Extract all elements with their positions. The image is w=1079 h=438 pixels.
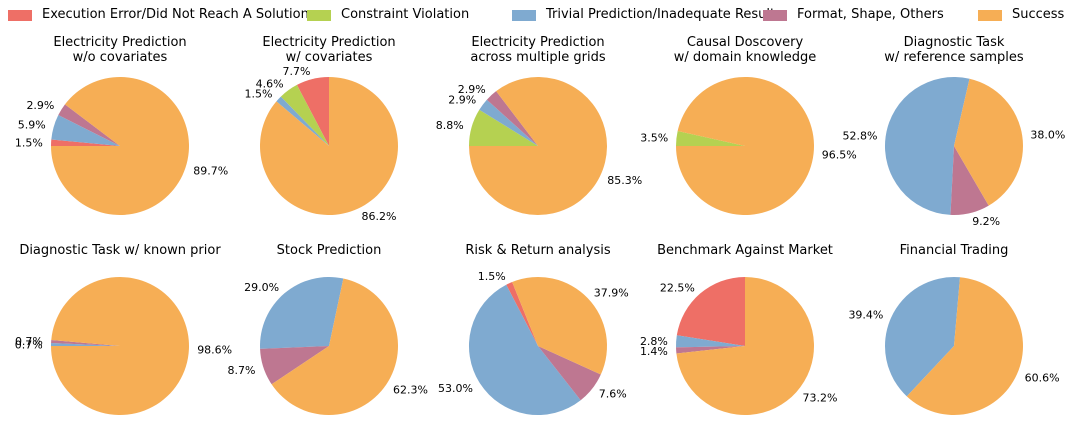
- legend-label: Execution Error/Did Not Reach A Solution: [42, 7, 309, 22]
- legend-swatch: [512, 9, 536, 21]
- pie-slice-label: 73.2%: [803, 392, 838, 405]
- chart-title: Financial Trading: [899, 243, 1009, 258]
- chart-title: w/ domain knowledge: [673, 50, 817, 65]
- pie-slice: [51, 342, 120, 346]
- pie-slice: [884, 276, 961, 397]
- pie-slice-label: 60.6%: [1025, 372, 1060, 385]
- chart-title: w/ covariates: [285, 50, 373, 65]
- pie-slice: [676, 277, 815, 416]
- pie-slice: [260, 346, 329, 385]
- legend-item: Success: [978, 4, 1064, 26]
- pie-slice-label: 89.7%: [193, 165, 228, 178]
- legend-item: Execution Error/Did Not Reach A Solution: [8, 4, 309, 26]
- pie-slice-label: 98.6%: [197, 343, 232, 356]
- legend-item: Trivial Prediction/Inadequate Result: [512, 4, 775, 26]
- chart-title: Causal Doscovery: [686, 35, 804, 50]
- pie-slice-label: 7.7%: [283, 65, 311, 78]
- pie-slice-label: 0.7%: [15, 338, 43, 351]
- pie-slice-label: 22.5%: [660, 281, 695, 294]
- legend-item: Format, Shape, Others: [763, 4, 944, 26]
- legend-label: Constraint Violation: [341, 7, 470, 22]
- pie-slice-label: 85.3%: [607, 174, 642, 187]
- pie-slice: [676, 76, 815, 215]
- pie-slice-label: 52.8%: [843, 129, 878, 142]
- pie-slice-label: 1.5%: [245, 87, 273, 100]
- pie-slice: [50, 277, 189, 416]
- pie-slice: [676, 130, 745, 146]
- pie-slice: [280, 84, 329, 146]
- pie-slice: [51, 115, 121, 146]
- pie-slice-label: 1.5%: [478, 270, 506, 283]
- pie-slice: [676, 277, 745, 346]
- chart-title: Stock Prediction: [276, 243, 382, 258]
- pie-slice-label: 37.9%: [594, 287, 629, 300]
- chart-title: Electricity Prediction: [262, 35, 396, 50]
- pie-slice: [469, 77, 607, 216]
- pie-slice-label: 5.9%: [18, 119, 46, 132]
- pie-slice-label: 8.8%: [436, 119, 464, 132]
- pie-slice: [906, 277, 1023, 415]
- pie-slice: [468, 284, 581, 416]
- chart-title: Electricity Prediction: [471, 35, 605, 50]
- chart-title: Benchmark Against Market: [657, 243, 833, 258]
- pie-slice: [675, 335, 745, 348]
- pie-slice-label: 2.9%: [448, 94, 476, 107]
- pie-slice: [276, 96, 329, 146]
- pie-slice: [676, 346, 745, 354]
- legend-swatch: [978, 9, 1002, 21]
- pie-slice-label: 2.8%: [640, 335, 668, 348]
- pie-slice-label: 7.6%: [599, 388, 627, 401]
- pie-slice: [884, 76, 970, 215]
- pie-slice: [486, 91, 538, 146]
- pie-slice-label: 96.5%: [822, 149, 857, 162]
- chart-title: Electricity Prediction: [53, 35, 187, 50]
- pie-slice: [954, 78, 1023, 206]
- pie-slice: [296, 77, 329, 146]
- legend-swatch: [763, 9, 787, 21]
- pie-slice-label: 2.9%: [26, 99, 54, 112]
- legend-swatch: [8, 9, 32, 21]
- pie-slice: [259, 277, 344, 349]
- legend-item: Constraint Violation: [307, 4, 469, 26]
- pie-slice: [51, 76, 189, 215]
- pie-slice: [51, 339, 120, 346]
- legend-label: Trivial Prediction/Inadequate Result: [546, 7, 776, 22]
- pie-slice: [506, 282, 538, 346]
- pie-slice-label: 3.5%: [640, 132, 668, 145]
- pie-slice: [469, 109, 538, 146]
- pie-slice-label: 62.3%: [393, 383, 428, 396]
- chart-legend: Execution Error/Did Not Reach A Solution…: [0, 4, 1079, 26]
- chart-title: w/ reference samples: [884, 50, 1024, 65]
- pie-slice: [51, 139, 120, 146]
- pie-slice-label: 53.0%: [438, 382, 473, 395]
- legend-swatch: [307, 9, 331, 21]
- pie-slice-label: 29.0%: [244, 281, 279, 294]
- legend-label: Format, Shape, Others: [797, 7, 944, 22]
- pie-slice-label: 4.6%: [256, 78, 284, 91]
- pie-slice: [259, 77, 398, 215]
- pie-slice-label: 0.7%: [15, 335, 43, 348]
- pie-slice-label: 8.7%: [228, 364, 256, 377]
- pie-slice-label: 9.2%: [972, 215, 1000, 228]
- chart-title: Diagnostic Task: [903, 35, 1005, 50]
- chart-title: Diagnostic Task w/ known prior: [19, 243, 221, 258]
- pie-slice: [512, 276, 608, 375]
- pie-slice-label: 1.5%: [15, 136, 43, 149]
- chart-title: Risk & Return analysis: [465, 243, 611, 258]
- pie-slice-label: 39.4%: [848, 309, 883, 322]
- pie-slice: [58, 104, 120, 146]
- chart-title: across multiple grids: [470, 50, 606, 65]
- legend-label: Success: [1012, 7, 1065, 22]
- pie-slice-label: 86.2%: [362, 210, 397, 223]
- pie-slice-label: 1.4%: [640, 345, 668, 358]
- pie-slice-label: 2.9%: [458, 83, 486, 96]
- pie-slice: [950, 146, 989, 215]
- pie-slice: [538, 346, 601, 401]
- pie-slice-label: 38.0%: [1030, 128, 1065, 141]
- pie-slice: [479, 99, 538, 146]
- chart-title: w/o covariates: [72, 50, 168, 65]
- pie-slice: [271, 278, 399, 416]
